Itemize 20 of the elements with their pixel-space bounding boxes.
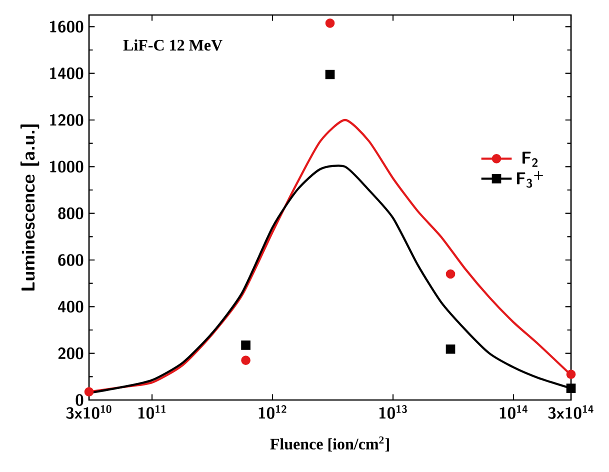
legend-label: F$_{2}$ [522, 152, 538, 167]
x-tick-label: 10$^{13}$ [379, 405, 407, 419]
x-tick-label: 10$^{12}$ [258, 405, 286, 419]
y-axis-title: Luminescence [a.u.] [20, 124, 40, 290]
y-tick-label: 400 [58, 300, 84, 313]
x-axis-title: Fluence [ion/cm$^{2}$] [270, 436, 389, 452]
x-tick-label: 3x10$^{10}$ [66, 405, 112, 419]
y-tick-label: 1000 [50, 160, 84, 173]
y-tick-label: 1200 [50, 114, 84, 126]
legend-label: F$_{3}$+ [516, 171, 543, 188]
y-tick-label: 0 [76, 394, 84, 406]
x-tick-label: 10$^{11}$ [138, 405, 166, 419]
y-tick-label: 800 [58, 207, 84, 220]
annotation: LiF-C 12 MeV [123, 39, 222, 51]
y-tick-label: 1600 [50, 20, 84, 33]
x-tick-label: 3x10$^{14}$ [548, 405, 594, 419]
y-tick-label: 200 [58, 347, 84, 360]
y-tick-label: 600 [58, 254, 84, 266]
x-tick-label: 10$^{14}$ [500, 405, 528, 419]
y-tick-label: 1400 [50, 67, 84, 80]
